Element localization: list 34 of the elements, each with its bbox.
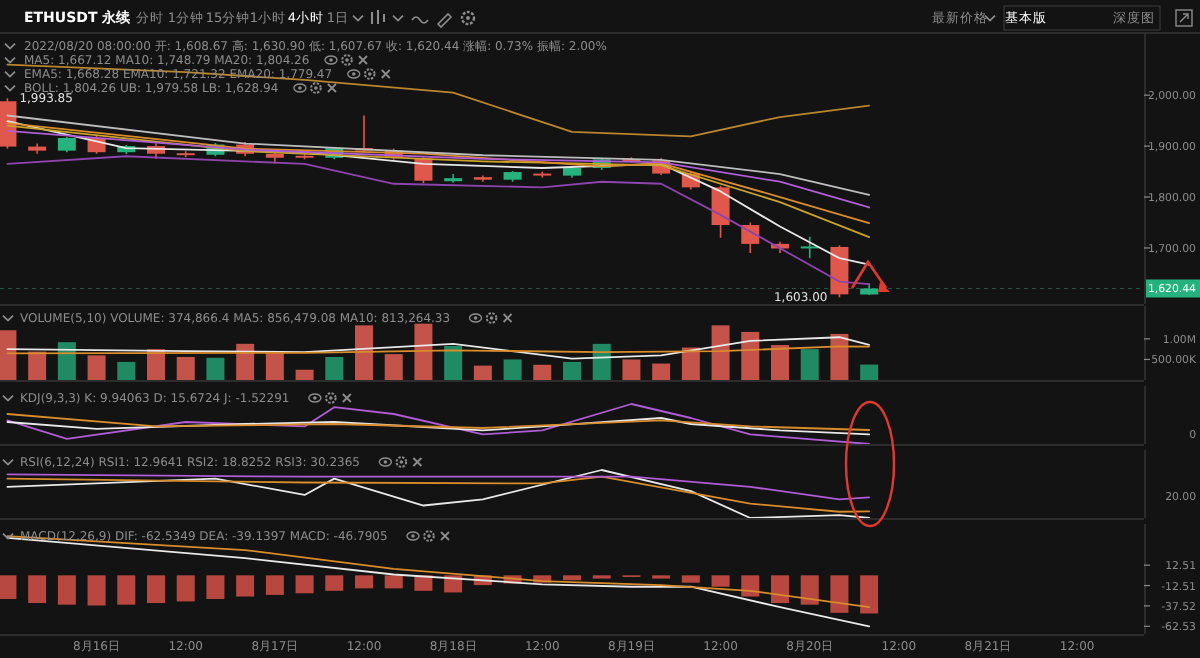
line-series bbox=[6, 114, 871, 196]
bar bbox=[117, 361, 136, 380]
bar bbox=[414, 323, 433, 380]
bar bbox=[563, 361, 581, 380]
bar bbox=[473, 365, 492, 380]
bar bbox=[87, 355, 106, 380]
bar bbox=[265, 351, 284, 380]
bar bbox=[384, 354, 403, 380]
candlestick bbox=[741, 221, 760, 254]
bar bbox=[681, 347, 700, 380]
bar bbox=[860, 364, 879, 380]
bar bbox=[295, 369, 314, 380]
bar bbox=[444, 345, 463, 380]
bar bbox=[236, 343, 255, 380]
candlestick bbox=[830, 244, 849, 299]
bar bbox=[771, 345, 789, 380]
line-series bbox=[6, 129, 871, 209]
line-series bbox=[6, 155, 871, 286]
bar bbox=[0, 330, 17, 380]
bar bbox=[830, 333, 849, 380]
bar bbox=[652, 363, 671, 380]
line-series bbox=[6, 63, 871, 138]
bar bbox=[622, 359, 641, 380]
bar bbox=[28, 351, 47, 380]
bar bbox=[355, 325, 373, 380]
bar bbox=[711, 325, 730, 380]
line-series bbox=[6, 336, 871, 360]
bar bbox=[503, 359, 522, 380]
bar bbox=[206, 357, 225, 380]
bar bbox=[325, 356, 344, 380]
bar bbox=[800, 349, 819, 380]
bar bbox=[533, 364, 552, 380]
bar bbox=[176, 356, 195, 380]
bar bbox=[741, 331, 760, 380]
